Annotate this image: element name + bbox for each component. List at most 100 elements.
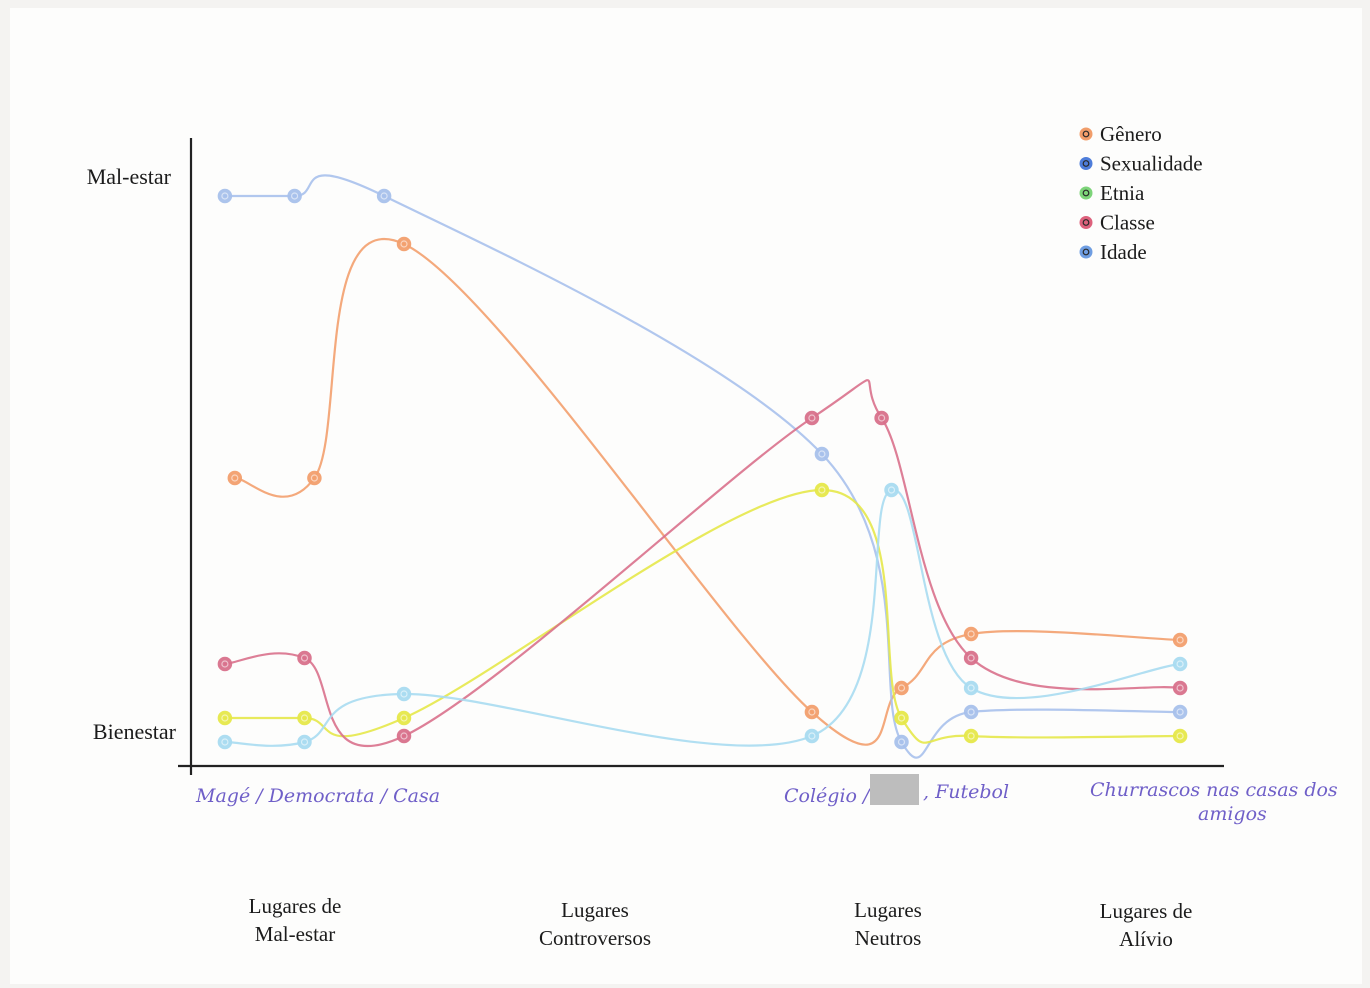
legend-item-sexualidade: Sexualidade xyxy=(1079,152,1203,176)
category-1-line1: Lugares xyxy=(561,898,629,922)
point-sexualidade-4 xyxy=(894,734,909,750)
point-ring-idade-1 xyxy=(300,738,309,746)
point-ring-genero-1 xyxy=(310,474,318,482)
legend-marker-ring-etnia xyxy=(1082,189,1090,197)
point-ring-genero-4 xyxy=(897,684,906,692)
point-idade-3 xyxy=(804,728,820,744)
category-labels: Lugares de Mal-estar Lugares Controverso… xyxy=(249,894,1193,951)
legend-marker-etnia xyxy=(1079,186,1093,200)
point-sexualidade-1 xyxy=(287,188,302,204)
category-3-line2: Alívio xyxy=(1119,927,1173,951)
point-genero-4 xyxy=(894,680,909,696)
point-ring-sexualidade-3 xyxy=(818,450,826,458)
point-ring-sexualidade-2 xyxy=(380,192,388,200)
point-ring-genero-0 xyxy=(231,474,239,482)
point-ring-etnia-3 xyxy=(818,486,826,494)
series-sexualidade xyxy=(217,174,1188,759)
point-genero-3 xyxy=(804,704,820,720)
point-idade-2 xyxy=(396,686,412,702)
category-2-line2: Neutros xyxy=(855,926,922,950)
handwritten-notes: Magé / Democrata / Casa Colégio / , Fute… xyxy=(195,774,1338,825)
point-ring-etnia-2 xyxy=(400,714,408,722)
point-classe-4 xyxy=(874,410,889,426)
legend-marker-sexualidade xyxy=(1079,157,1093,170)
legend-item-genero: Gênero xyxy=(1079,122,1162,146)
legend-item-idade: Idade xyxy=(1079,240,1147,264)
point-idade-4 xyxy=(884,482,899,498)
redaction-box xyxy=(870,774,919,805)
point-ring-etnia-4 xyxy=(897,714,906,722)
series-classe xyxy=(217,379,1188,748)
point-etnia-5 xyxy=(963,728,979,744)
legend-marker-ring-classe xyxy=(1082,219,1090,226)
point-ring-idade-0 xyxy=(221,738,229,746)
point-ring-etnia-5 xyxy=(967,732,975,740)
legend-item-etnia: Etnia xyxy=(1079,181,1145,205)
series-genero xyxy=(227,236,1188,746)
point-ring-sexualidade-6 xyxy=(1176,708,1184,716)
point-ring-classe-5 xyxy=(967,654,975,662)
point-ring-genero-2 xyxy=(400,240,408,248)
point-ring-classe-0 xyxy=(221,660,229,668)
point-ring-classe-6 xyxy=(1176,684,1184,692)
legend-label-classe: Classe xyxy=(1100,211,1155,235)
point-etnia-2 xyxy=(396,710,412,726)
paper-sheet xyxy=(10,8,1362,984)
y-label-bienestar: Bienestar xyxy=(93,719,177,744)
point-genero-1 xyxy=(307,470,322,486)
point-classe-2 xyxy=(396,728,412,744)
legend-marker-ring-idade xyxy=(1082,248,1090,256)
point-sexualidade-5 xyxy=(963,704,979,720)
point-ring-genero-5 xyxy=(967,630,975,638)
point-ring-classe-1 xyxy=(300,654,309,662)
point-ring-classe-2 xyxy=(400,732,408,740)
point-etnia-1 xyxy=(297,710,312,726)
legend-marker-idade xyxy=(1079,245,1093,259)
series-line-etnia xyxy=(223,488,1182,744)
point-classe-1 xyxy=(297,650,312,666)
note-futebol: , Futebol xyxy=(923,781,1009,803)
note-amigos: amigos xyxy=(1198,803,1267,825)
axes: Mal-estar Bienestar xyxy=(87,138,1224,775)
point-ring-etnia-6 xyxy=(1176,732,1184,740)
legend-marker-genero xyxy=(1079,127,1093,141)
category-2-line1: Lugares xyxy=(854,898,922,922)
point-genero-2 xyxy=(396,236,412,252)
legend-label-idade: Idade xyxy=(1100,240,1147,264)
point-idade-5 xyxy=(963,680,979,696)
point-genero-5 xyxy=(963,626,979,642)
series-line-idade xyxy=(223,488,1182,747)
point-ring-sexualidade-0 xyxy=(221,192,229,200)
legend-label-etnia: Etnia xyxy=(1100,181,1145,205)
point-etnia-0 xyxy=(217,710,233,726)
legend-label-genero: Gênero xyxy=(1100,122,1162,146)
note-churrascos: Churrascos nas casas dos xyxy=(1090,779,1338,801)
legend-marker-ring-sexualidade xyxy=(1082,160,1090,167)
point-ring-etnia-1 xyxy=(300,714,309,722)
series-layer xyxy=(217,174,1188,759)
point-ring-classe-3 xyxy=(808,414,816,422)
series-etnia xyxy=(217,482,1188,744)
point-ring-idade-6 xyxy=(1176,660,1184,668)
point-sexualidade-6 xyxy=(1172,704,1188,720)
legend-marker-ring-genero xyxy=(1082,130,1090,138)
point-ring-sexualidade-4 xyxy=(897,738,906,746)
point-ring-genero-3 xyxy=(808,708,816,716)
point-ring-classe-4 xyxy=(877,414,886,422)
category-0-line2: Mal-estar xyxy=(255,922,335,946)
legend-item-classe: Classe xyxy=(1079,211,1155,235)
legend-marker-classe xyxy=(1079,216,1093,229)
point-sexualidade-0 xyxy=(217,188,233,204)
point-ring-etnia-0 xyxy=(221,714,229,722)
point-genero-6 xyxy=(1172,632,1188,648)
point-classe-6 xyxy=(1172,680,1188,696)
point-etnia-6 xyxy=(1172,728,1188,744)
point-idade-0 xyxy=(217,734,233,750)
category-1-line2: Controversos xyxy=(539,926,651,950)
point-ring-sexualidade-5 xyxy=(967,708,975,716)
point-classe-0 xyxy=(217,656,233,672)
category-3-line1: Lugares de xyxy=(1100,899,1193,923)
point-ring-idade-3 xyxy=(808,732,816,740)
point-etnia-3 xyxy=(814,482,830,498)
